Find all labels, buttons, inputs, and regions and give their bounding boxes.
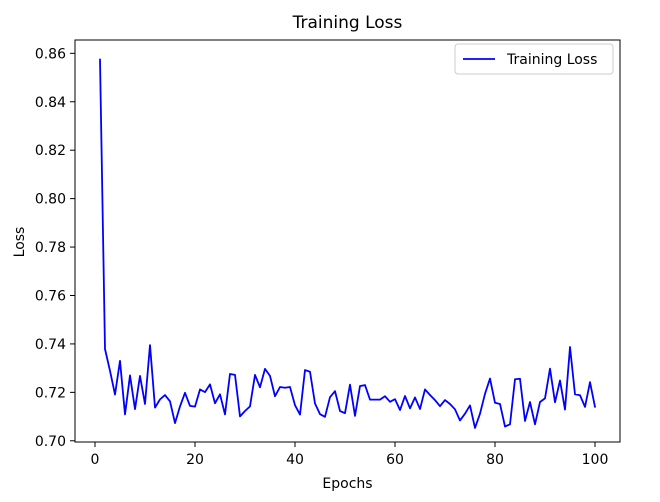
y-tick-label: 0.82	[35, 143, 66, 159]
x-tick-label: 100	[582, 452, 609, 468]
plot-area: 0 20 40 60 80 100 0.70 0.72 0.74 0.76 0.78 0.80 0.82…	[35, 39, 621, 468]
x-tick-label: 20	[186, 452, 204, 468]
y-axis-label: Loss	[12, 227, 28, 258]
x-tick-label: 0	[91, 452, 100, 468]
x-axis-label: Epochs	[322, 476, 372, 492]
x-tick-label: 40	[286, 452, 304, 468]
legend-label: Training Loss	[506, 52, 597, 68]
y-tick-label: 0.76	[35, 288, 66, 304]
y-tick-label: 0.80	[35, 192, 66, 208]
legend-box	[454, 43, 614, 75]
y-tick-label: 0.84	[35, 95, 66, 111]
y-tick-label: 0.72	[35, 385, 66, 401]
x-tick-label: 60	[386, 452, 404, 468]
y-tick-label: 0.86	[35, 46, 66, 62]
x-tick-label: 80	[486, 452, 504, 468]
y-tick-label: 0.74	[35, 337, 66, 353]
y-tick-label: 0.78	[35, 240, 66, 256]
plot-frame	[74, 39, 621, 443]
series-line-1	[99, 58, 596, 429]
y-tick-label: 0.70	[35, 434, 66, 450]
chart-title: Training Loss	[292, 13, 403, 33]
